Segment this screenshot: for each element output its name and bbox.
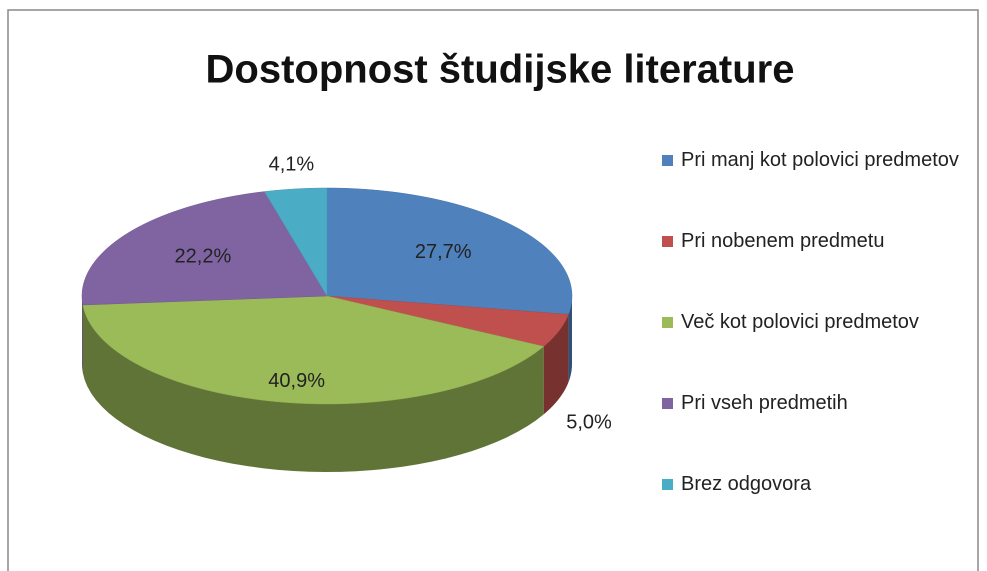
legend-label: Pri vseh predmetih <box>681 392 848 414</box>
slice <box>326 295 569 347</box>
data-label: 4,1% <box>269 153 315 175</box>
legend-swatch <box>662 479 673 490</box>
data-label: 22,2% <box>175 246 232 268</box>
slice <box>81 191 328 306</box>
legend-item: Brez odgovora <box>662 470 980 551</box>
data-label: 40,9% <box>268 370 325 392</box>
legend-item: Pri manj kot polovici predmetov <box>662 146 980 227</box>
data-label: 5,0% <box>566 412 612 434</box>
legend-label: Več kot polovici predmetov <box>681 311 919 333</box>
slice-side <box>82 296 83 373</box>
chart-title: Dostopnost študijske literature <box>206 48 795 92</box>
legend-item: Pri vseh predmetih <box>662 389 980 470</box>
slice-side <box>568 296 572 383</box>
slice <box>264 187 328 297</box>
chart-border <box>7 9 979 571</box>
legend-label: Pri manj kot polovici predmetov <box>681 149 959 171</box>
legend-item: Več kot polovici predmetov <box>662 308 980 389</box>
legend-item: Pri nobenem predmetu <box>662 227 980 308</box>
legend-swatch <box>662 155 673 166</box>
slice-side <box>543 314 569 415</box>
data-label: 27,7% <box>415 241 472 263</box>
legend-label: Brez odgovora <box>681 473 812 495</box>
legend-swatch <box>662 317 673 328</box>
legend-swatch <box>662 236 673 247</box>
slice-side <box>82 304 544 472</box>
legend: Pri manj kot polovici predmetov Pri noben… <box>662 146 980 551</box>
slice <box>326 187 573 315</box>
legend-swatch <box>662 398 673 409</box>
slice <box>82 295 545 405</box>
legend-label: Pri nobenem predmetu <box>681 230 885 252</box>
